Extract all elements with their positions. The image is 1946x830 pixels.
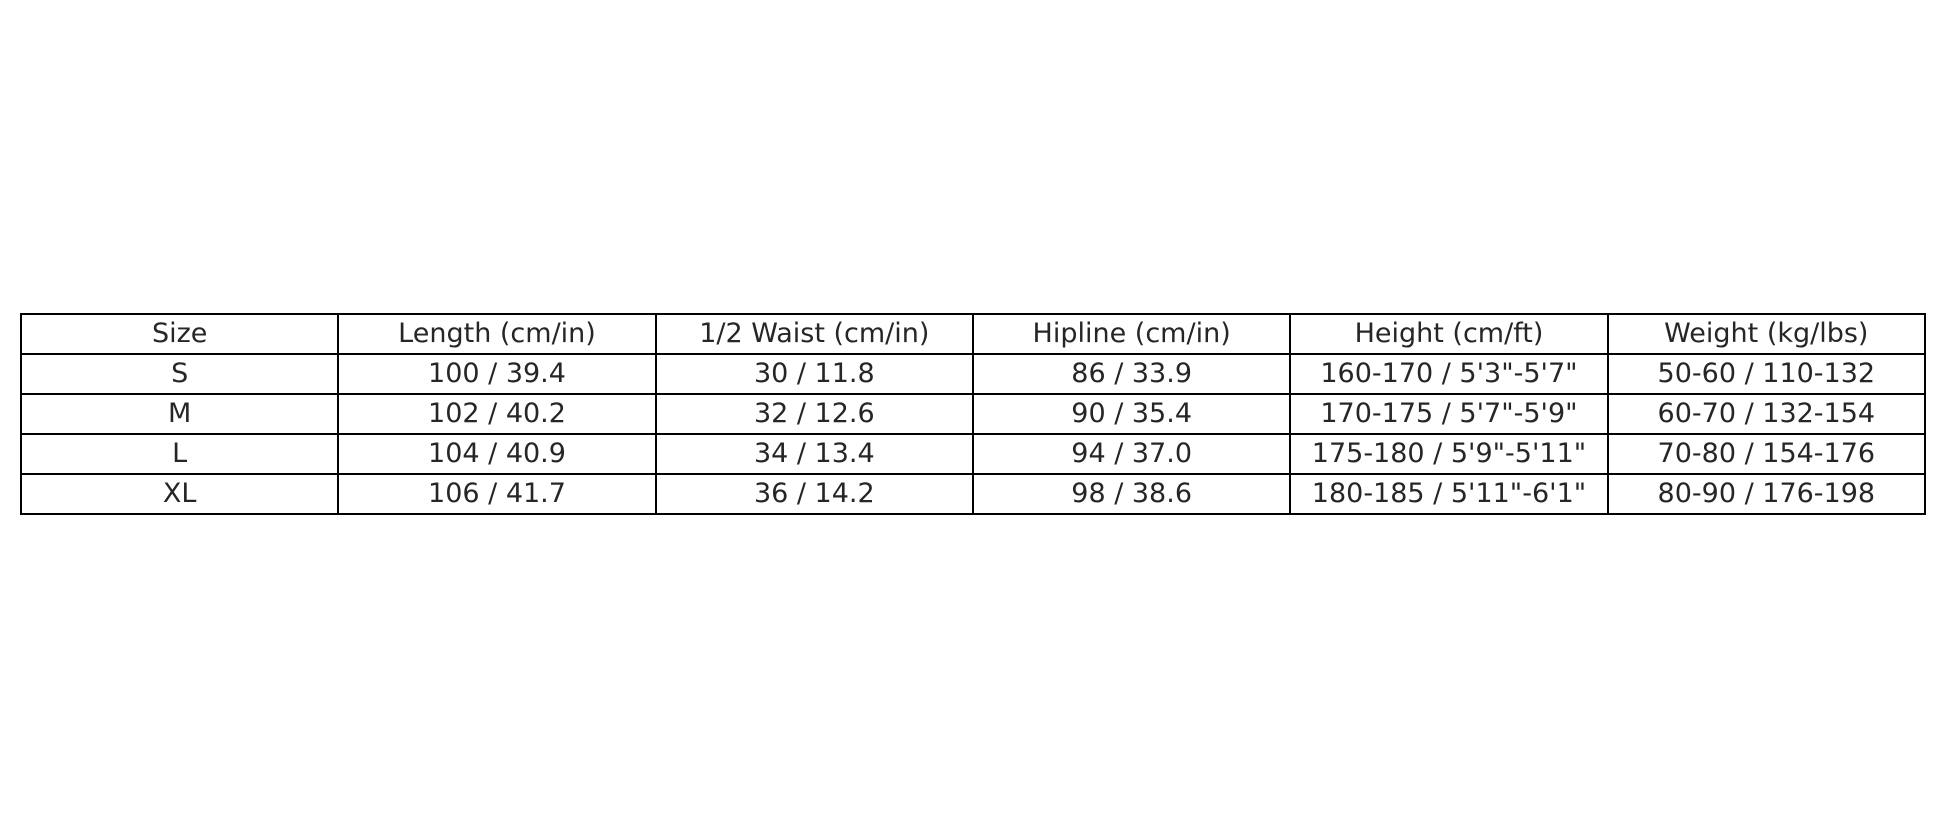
cell-length: 104 / 40.9: [337, 433, 657, 475]
header-hipline: Hipline (cm/in): [971, 313, 1292, 355]
cell-weight: 70-80 / 154-176: [1606, 433, 1927, 475]
cell-weight: 60-70 / 132-154: [1606, 393, 1927, 435]
cell-waist: 36 / 14.2: [654, 473, 974, 515]
cell-weight: 80-90 / 176-198: [1606, 473, 1927, 515]
cell-size: M: [19, 393, 340, 435]
cell-size: L: [19, 433, 340, 475]
cell-waist: 32 / 12.6: [654, 393, 974, 435]
cell-length: 106 / 41.7: [337, 473, 657, 515]
size-chart-table: Size Length (cm/in) 1/2 Waist (cm/in) Hi…: [19, 313, 1927, 515]
cell-size: S: [19, 353, 340, 395]
cell-length: 102 / 40.2: [337, 393, 657, 435]
cell-size: XL: [19, 473, 340, 515]
cell-waist: 30 / 11.8: [654, 353, 974, 395]
header-length: Length (cm/in): [337, 313, 657, 355]
cell-waist: 34 / 13.4: [654, 433, 974, 475]
header-waist: 1/2 Waist (cm/in): [654, 313, 974, 355]
cell-hipline: 98 / 38.6: [971, 473, 1292, 515]
cell-height: 170-175 / 5'7"-5'9": [1289, 393, 1609, 435]
cell-hipline: 94 / 37.0: [971, 433, 1292, 475]
header-weight: Weight (kg/lbs): [1606, 313, 1927, 355]
cell-height: 175-180 / 5'9"-5'11": [1289, 433, 1609, 475]
table-row: XL 106 / 41.7 36 / 14.2 98 / 38.6 180-185 / …: [19, 473, 1927, 515]
header-size: Size: [19, 313, 340, 355]
table-row: M 102 / 40.2 32 / 12.6 90 / 35.4 170-175 / 5…: [19, 393, 1927, 435]
cell-hipline: 86 / 33.9: [971, 353, 1292, 395]
cell-height: 180-185 / 5'11"-6'1": [1289, 473, 1609, 515]
table-row: L 104 / 40.9 34 / 13.4 94 / 37.0 175-180 / 5…: [19, 433, 1927, 475]
cell-height: 160-170 / 5'3"-5'7": [1289, 353, 1609, 395]
header-height: Height (cm/ft): [1289, 313, 1609, 355]
table-row: S 100 / 39.4 30 / 11.8 86 / 33.9 160-170 / 5…: [19, 353, 1927, 395]
cell-length: 100 / 39.4: [337, 353, 657, 395]
cell-hipline: 90 / 35.4: [971, 393, 1292, 435]
header-row: Size Length (cm/in) 1/2 Waist (cm/in) Hi…: [19, 313, 1927, 355]
cell-weight: 50-60 / 110-132: [1606, 353, 1927, 395]
